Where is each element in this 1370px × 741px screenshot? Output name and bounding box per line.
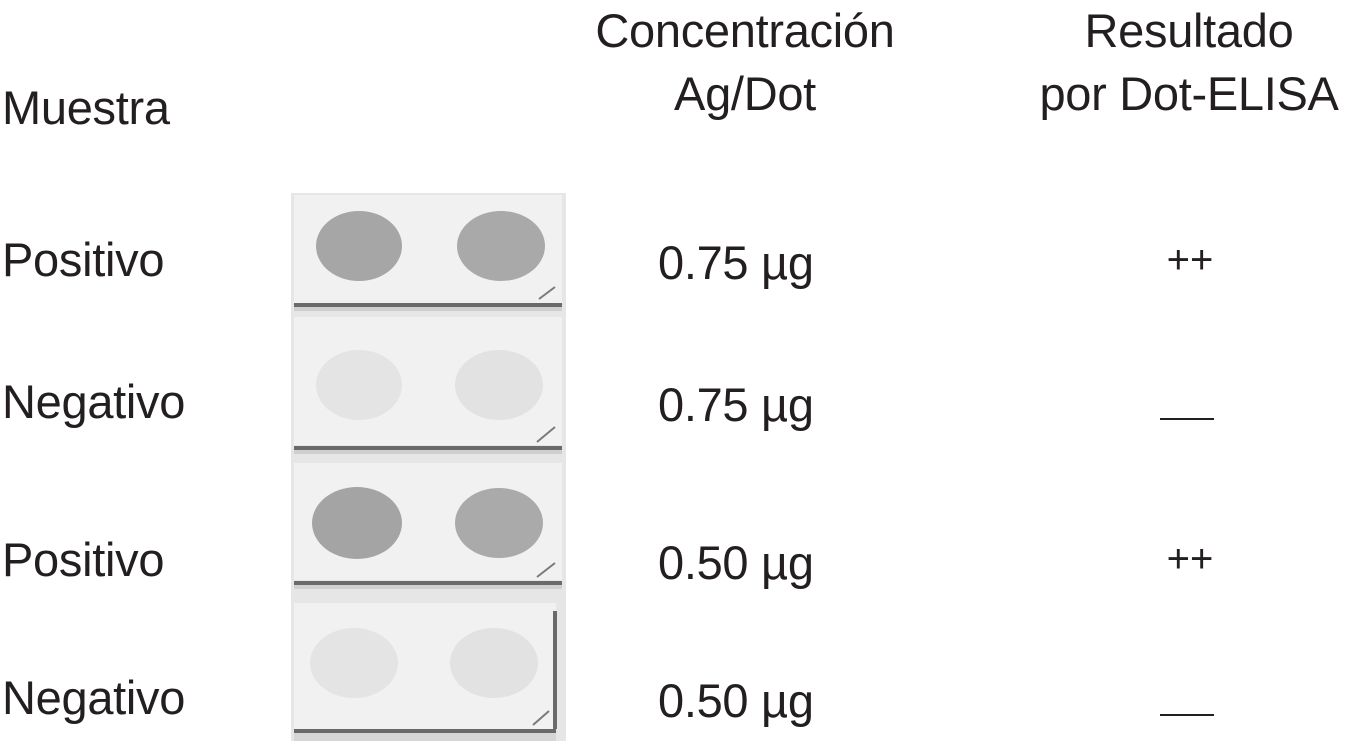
header-result-line2: por Dot-ELISA xyxy=(1039,67,1339,120)
row-1-result: ++ xyxy=(1166,238,1214,282)
header-concentration-line1: Concentración xyxy=(595,4,895,57)
strip-1-dot-2 xyxy=(457,211,545,281)
row-4-sample: Negativo xyxy=(2,671,186,724)
strip-4-dot-2 xyxy=(450,628,538,698)
strip-2 xyxy=(294,317,562,454)
header-sample: Muestra xyxy=(2,81,170,134)
header-concentration: Concentración Ag/Dot xyxy=(565,0,925,125)
row-1-sample: Positivo xyxy=(2,233,165,286)
row-2-sample: Negativo xyxy=(2,375,186,428)
header-concentration-line2: Ag/Dot xyxy=(674,67,816,120)
strip-2-dot-2 xyxy=(455,350,543,420)
row-4-concentration: 0.50 µg xyxy=(658,674,814,727)
header-result: Resultado por Dot-ELISA xyxy=(1008,0,1370,125)
strip-1 xyxy=(294,195,562,311)
strip-4 xyxy=(294,603,557,741)
row-1-concentration: 0.75 µg xyxy=(658,236,814,289)
strip-3-dot-1 xyxy=(312,487,402,559)
dot-strip-svg xyxy=(291,193,566,741)
strip-2-dot-1 xyxy=(316,350,402,420)
strip-1-dot-1 xyxy=(316,211,402,281)
row-3-sample: Positivo xyxy=(2,533,165,586)
row-3-concentration: 0.50 µg xyxy=(658,536,814,589)
dot-strip-photo xyxy=(291,193,566,741)
row-3-result: ++ xyxy=(1166,537,1214,581)
row-2-result xyxy=(1160,418,1214,420)
row-2-concentration: 0.75 µg xyxy=(658,378,814,431)
strip-3-dot-2 xyxy=(455,488,543,558)
row-4-result xyxy=(1160,714,1214,716)
strip-4-dot-1 xyxy=(310,628,398,698)
header-result-line1: Resultado xyxy=(1084,4,1294,57)
strip-3 xyxy=(294,463,562,589)
